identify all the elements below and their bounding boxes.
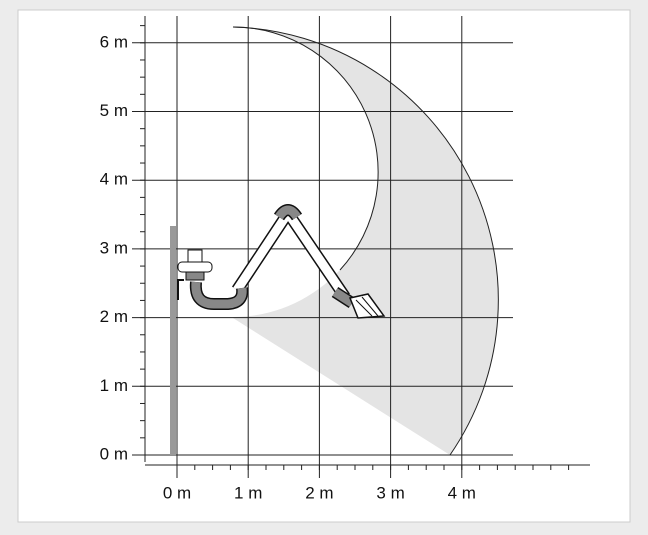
reach-area bbox=[233, 27, 499, 455]
y-label: 4 m bbox=[100, 170, 128, 189]
wall bbox=[170, 226, 176, 455]
x-label: 0 m bbox=[163, 483, 191, 502]
y-label: 2 m bbox=[100, 307, 128, 326]
x-label: 1 m bbox=[234, 483, 262, 502]
x-label: 3 m bbox=[376, 483, 404, 502]
inner-reach bbox=[232, 26, 379, 271]
x-label: 4 m bbox=[448, 483, 476, 502]
y-label: 0 m bbox=[100, 444, 128, 463]
y-label: 5 m bbox=[100, 101, 128, 120]
x-label: 2 m bbox=[305, 483, 333, 502]
grid bbox=[132, 16, 590, 478]
outer-reach bbox=[232, 26, 499, 456]
extraction-arm bbox=[177, 204, 386, 319]
y-label: 6 m bbox=[100, 32, 128, 51]
y-label: 1 m bbox=[100, 376, 128, 395]
y-label: 3 m bbox=[100, 238, 128, 257]
